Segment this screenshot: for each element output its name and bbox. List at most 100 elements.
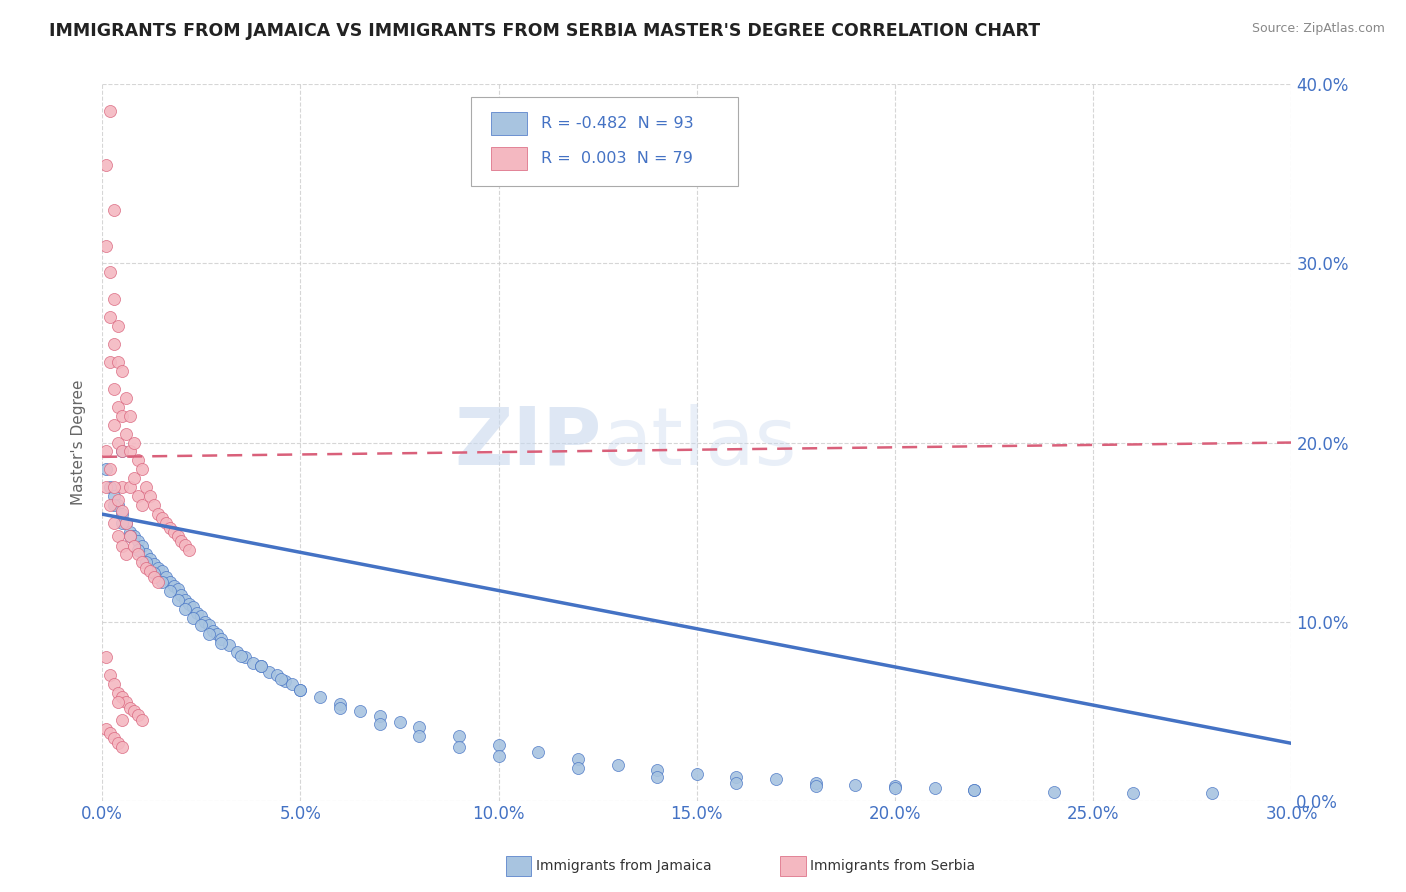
Point [107,355,129,369]
Point [127,489,149,503]
Point [233,650,256,665]
Point [209,636,232,650]
Point [146,507,169,521]
Point [166,528,188,542]
Point [146,575,169,590]
Point [183,600,205,615]
Point [131,462,153,476]
Point [111,713,134,727]
Text: Source: ZipAtlas.com: Source: ZipAtlas.com [1251,22,1385,36]
Point [139,552,162,566]
Point [135,480,157,494]
Point [218,638,240,652]
Point [98,480,121,494]
FancyBboxPatch shape [471,96,738,186]
Point [174,602,197,616]
Point [150,510,173,524]
Point [139,565,162,579]
Point [103,731,125,745]
Point [98,668,121,682]
Point [226,645,249,659]
Point [118,524,141,539]
Point [686,766,709,780]
Point [111,503,134,517]
Point [96,480,118,494]
Point [107,492,129,507]
Point [139,489,162,503]
Point [194,615,217,629]
Point [368,709,391,723]
Point [118,528,141,542]
Point [96,722,118,736]
Point [257,665,280,679]
Bar [491,112,527,136]
Point [249,659,271,673]
Point [270,672,292,686]
Point [242,656,264,670]
Point [725,770,748,784]
Point [111,444,134,458]
Point [135,561,157,575]
Point [111,507,134,521]
Point [103,677,125,691]
Point [111,409,134,423]
Point [115,547,138,561]
Point [98,725,121,739]
Point [606,757,628,772]
Point [111,444,134,458]
Text: atlas: atlas [602,403,796,482]
Point [349,704,371,718]
Point [122,704,145,718]
Point [107,528,129,542]
Point [1122,787,1144,801]
Point [209,632,232,647]
Point [142,566,165,581]
Point [115,695,138,709]
Point [107,435,129,450]
Point [488,738,510,752]
Point [183,611,205,625]
Point [103,337,125,351]
Point [96,238,118,252]
Point [162,579,184,593]
Point [111,739,134,754]
Point [107,736,129,750]
Point [96,462,118,476]
Point [884,781,907,796]
Point [127,547,149,561]
Point [447,729,470,743]
Point [190,618,212,632]
Point [142,498,165,512]
Text: IMMIGRANTS FROM JAMAICA VS IMMIGRANTS FROM SERBIA MASTER'S DEGREE CORRELATION CH: IMMIGRANTS FROM JAMAICA VS IMMIGRANTS FR… [49,22,1040,40]
Point [98,498,121,512]
Text: R =  0.003  N = 79: R = 0.003 N = 79 [541,152,693,167]
Point [150,575,173,590]
Point [107,498,129,512]
Point [166,593,188,607]
Point [122,435,145,450]
Point [103,417,125,432]
Point [118,409,141,423]
Point [111,690,134,704]
Point [190,609,212,624]
Point [135,547,157,561]
Point [98,265,121,279]
Point [388,714,411,729]
Point [142,570,165,584]
Point [408,729,430,743]
Y-axis label: Master's Degree: Master's Degree [72,380,86,505]
Point [166,582,188,597]
Point [329,697,352,711]
Point [118,528,141,542]
Point [170,534,193,549]
Point [567,752,589,766]
Point [96,158,118,172]
Text: R = -0.482  N = 93: R = -0.482 N = 93 [541,116,693,131]
Point [98,104,121,119]
Point [98,462,121,476]
Point [127,453,149,467]
Point [111,540,134,554]
Point [155,516,177,530]
Point [127,543,149,558]
Point [118,444,141,458]
